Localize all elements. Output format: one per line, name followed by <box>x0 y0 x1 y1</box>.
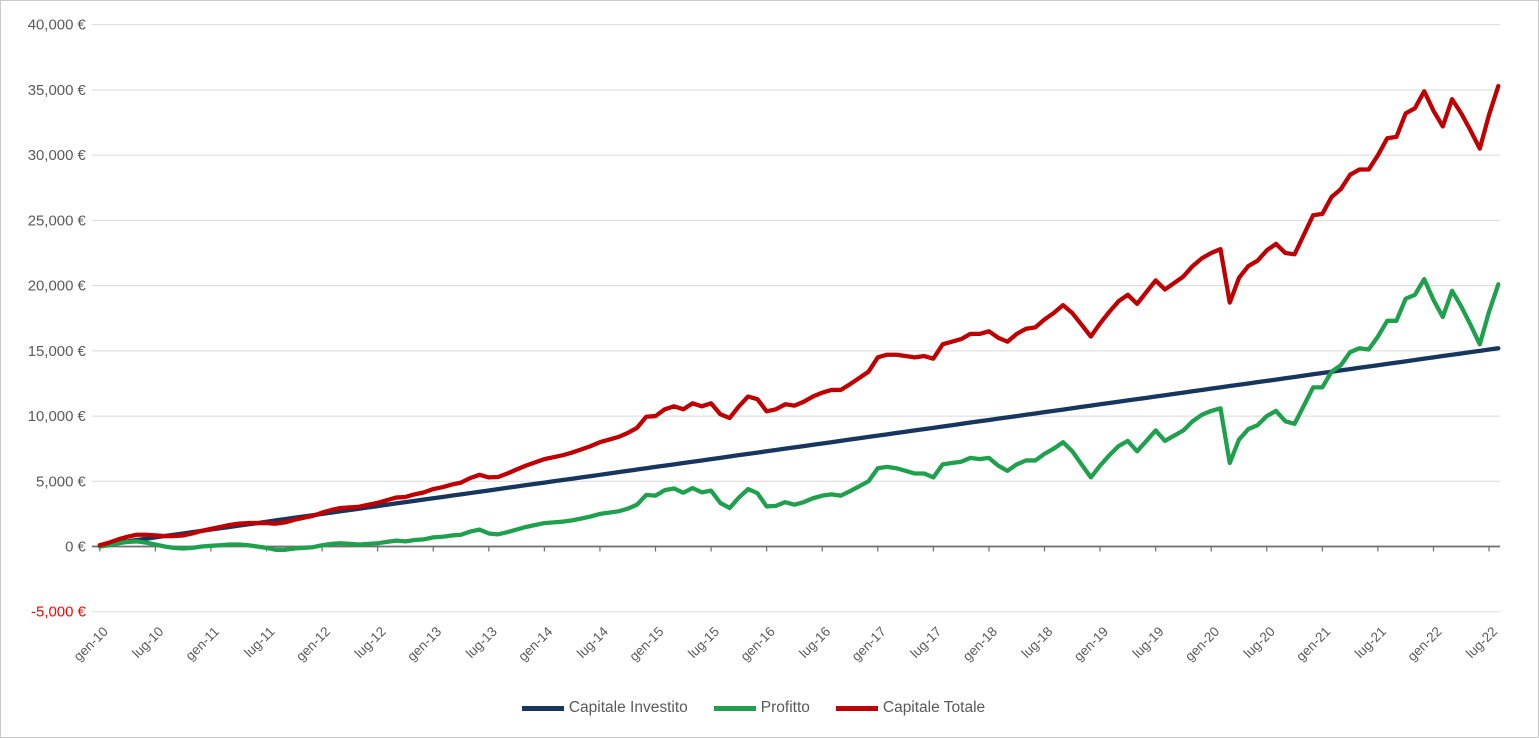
x-tick-label: gen-13 <box>404 624 444 664</box>
series-capitale-investito <box>97 346 1501 548</box>
x-tick-label: lug-19 <box>1130 624 1167 661</box>
x-tick-label: gen-14 <box>515 623 556 664</box>
legend-item-capitale-totale: Capitale Totale <box>835 699 986 717</box>
legend-label-capitale-totale: Capitale Totale <box>882 699 986 716</box>
y-tick-label: 30,000 € <box>28 147 87 164</box>
y-tick-label: 20,000 € <box>28 278 87 295</box>
x-tick-label: lug-12 <box>352 624 389 661</box>
y-tick-label: 5,000 € <box>36 473 87 490</box>
y-axis-labels: 40,000 € 35,000 € 30,000 € 25,000 € 20,000 €… <box>28 17 87 621</box>
x-tick-label: gen-18 <box>960 624 1000 664</box>
x-tick-label: lug-11 <box>241 624 277 660</box>
x-tick-label: gen-16 <box>738 624 778 664</box>
x-tick-label: lug-16 <box>796 624 833 661</box>
x-axis-labels: gen-10 lug-10 gen-11 lug-11 gen-12 lug-12 gen-… <box>71 623 1500 664</box>
x-tick-label: lug-18 <box>1019 624 1056 661</box>
y-tick-label: 10,000 € <box>28 408 87 425</box>
y-tick-label: -5,000 € <box>31 604 87 621</box>
x-tick-label: lug-17 <box>907 624 944 661</box>
y-tick-label: 0 € <box>65 539 86 556</box>
x-tick-label: lug-22 <box>1463 624 1500 661</box>
x-tick-label: lug-20 <box>1241 624 1278 661</box>
series-profitto <box>97 276 1501 552</box>
x-tick-label: gen-10 <box>71 624 111 664</box>
x-tick-label: gen-19 <box>1071 624 1111 664</box>
y-tick-label: 40,000 € <box>28 17 87 34</box>
chart-legend: Capitale Investito Profitto Capitale Tot… <box>1 695 1522 721</box>
x-tick-label: gen-11 <box>183 624 223 664</box>
x-tick-label: gen-15 <box>626 624 666 664</box>
legend-swatch-capitale-totale-line <box>835 705 878 711</box>
y-tick-label: 25,000 € <box>28 212 87 229</box>
legend-item-profitto: Profitto <box>713 699 810 717</box>
x-tick-label: gen-17 <box>849 624 889 664</box>
legend-label-profitto: Profitto <box>760 699 810 716</box>
x-tick-label: gen-20 <box>1182 624 1222 664</box>
legend-swatch-profitto-line <box>713 705 756 711</box>
gridlines <box>91 24 1501 613</box>
x-tick-label: gen-12 <box>293 624 333 664</box>
legend-swatch-capitale-investito-line <box>521 705 564 711</box>
x-tick-label: lug-14 <box>574 623 611 660</box>
x-tick-label: gen-21 <box>1293 624 1333 664</box>
y-tick-label: 35,000 € <box>28 82 87 99</box>
series-capitale-totale <box>97 83 1501 548</box>
legend-label-capitale-investito: Capitale Investito <box>568 699 688 716</box>
x-tick-label: lug-10 <box>129 624 166 661</box>
x-tick-label: lug-21 <box>1352 624 1389 661</box>
y-tick-label: 15,000 € <box>28 343 87 360</box>
x-tick-label: lug-15 <box>685 624 722 661</box>
x-tick-label: gen-22 <box>1404 624 1444 664</box>
x-tick-label: lug-13 <box>463 624 500 661</box>
legend-item-capitale-investito: Capitale Investito <box>521 699 688 717</box>
